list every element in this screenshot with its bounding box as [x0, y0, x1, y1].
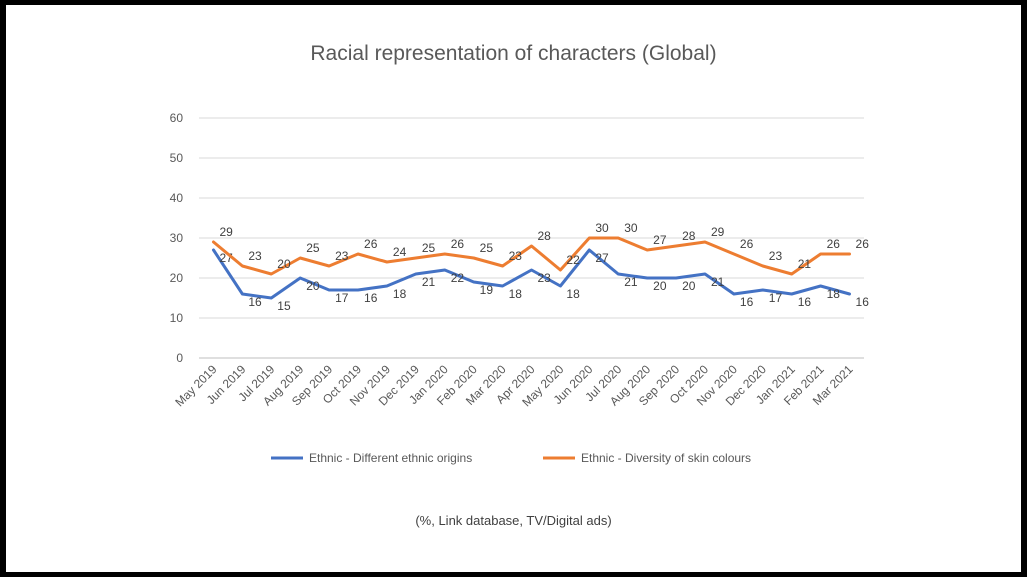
data-label: 19 [480, 283, 494, 297]
data-label: 24 [393, 245, 407, 259]
y-tick-label: 50 [170, 151, 184, 165]
y-tick-label: 40 [170, 191, 184, 205]
data-label: 16 [798, 295, 812, 309]
data-label: 25 [306, 241, 320, 255]
data-label: 29 [711, 225, 725, 239]
y-tick-label: 0 [176, 351, 183, 365]
data-label: 16 [364, 291, 378, 305]
data-label: 18 [827, 287, 841, 301]
data-label: 20 [306, 279, 320, 293]
data-label: 21 [422, 275, 436, 289]
data-label: 26 [856, 237, 870, 251]
data-label: 27 [653, 233, 667, 247]
series-line [212, 236, 851, 276]
data-label: 26 [364, 237, 378, 251]
series-line [212, 248, 851, 300]
data-label: 20 [682, 279, 696, 293]
data-label: 18 [566, 287, 580, 301]
data-label: 22 [566, 253, 580, 267]
data-label: 16 [248, 295, 262, 309]
data-label: 16 [856, 295, 870, 309]
data-label: 30 [624, 221, 638, 235]
data-label: 26 [827, 237, 841, 251]
y-tick-label: 30 [170, 231, 184, 245]
data-label: 17 [335, 291, 349, 305]
y-tick-label: 60 [170, 111, 184, 125]
data-label: 25 [480, 241, 494, 255]
data-label: 21 [711, 275, 725, 289]
data-label: 23 [538, 271, 552, 285]
data-label: 15 [277, 299, 291, 313]
data-label: 27 [595, 251, 609, 265]
legend-label: Ethnic - Diversity of skin colours [581, 451, 751, 465]
data-label: 23 [769, 249, 783, 263]
data-label: 28 [538, 229, 552, 243]
data-label: 18 [393, 287, 407, 301]
legend-label: Ethnic - Different ethnic origins [309, 451, 472, 465]
data-label: 20 [277, 257, 291, 271]
data-label: 26 [451, 237, 465, 251]
chart-title: Racial representation of characters (Glo… [310, 42, 717, 65]
chart-frame: Racial representation of characters (Glo… [6, 5, 1021, 572]
data-label: 26 [740, 237, 754, 251]
data-label: 17 [769, 291, 783, 305]
data-label: 18 [509, 287, 523, 301]
y-tick-label: 10 [170, 311, 184, 325]
data-label: 28 [682, 229, 696, 243]
data-label: 23 [509, 249, 523, 263]
source-note: (%, Link database, TV/Digital ads) [415, 513, 612, 528]
data-label: 21 [798, 257, 812, 271]
data-label: 20 [653, 279, 667, 293]
data-label: 16 [740, 295, 754, 309]
y-tick-label: 20 [170, 271, 184, 285]
data-label: 30 [595, 221, 609, 235]
data-label: 25 [422, 241, 436, 255]
data-label: 29 [219, 225, 233, 239]
data-label: 23 [335, 249, 349, 263]
data-label: 21 [624, 275, 638, 289]
data-label: 23 [248, 249, 262, 263]
data-label: 22 [451, 271, 465, 285]
